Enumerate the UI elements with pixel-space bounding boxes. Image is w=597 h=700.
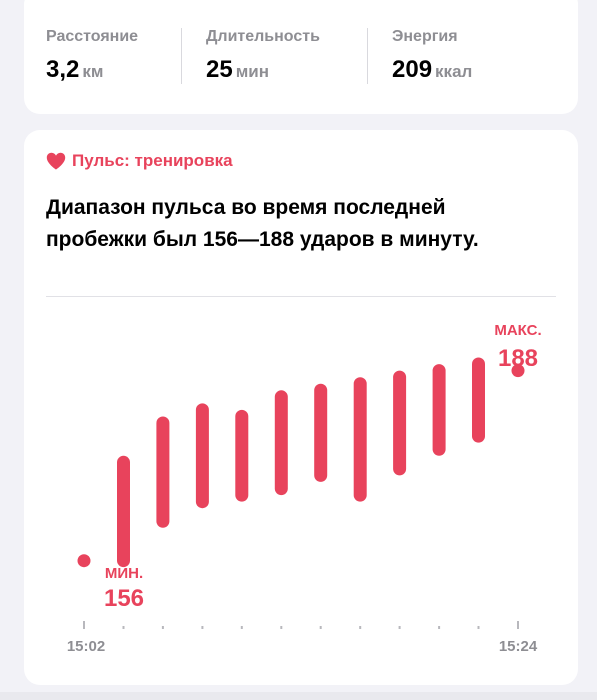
heart-rate-bar [77, 554, 91, 568]
stat-divider [367, 28, 368, 84]
stat-distance-label: Расстояние [46, 28, 139, 45]
stat-duration-number: 25 [206, 56, 233, 83]
x-axis-tick [517, 621, 519, 629]
stat-energy-number: 209 [392, 56, 433, 83]
stat-duration-value: 25 мин [206, 56, 320, 84]
min-value: 156 [104, 585, 144, 612]
heart-rate-card[interactable]: Пульс: тренировка Диапазон пульса во вре… [24, 130, 578, 685]
heart-rate-bar [274, 390, 288, 496]
x-axis-start-label: 15:02 [67, 638, 105, 655]
stat-distance-value: 3,2 км [46, 56, 138, 84]
heart-rate-bar [472, 357, 485, 443]
x-axis-tick [398, 626, 401, 629]
stat-energy-value: 209 ккал [392, 56, 472, 84]
stat-duration-label: Длительность [206, 28, 320, 45]
stat-divider [181, 28, 182, 84]
next-card-edge [0, 692, 597, 700]
x-axis-tick [280, 626, 283, 629]
heart-rate-bar [432, 364, 446, 456]
min-label: МИН. [105, 565, 143, 582]
x-axis-tick [477, 626, 480, 629]
x-axis-tick [83, 621, 85, 629]
x-axis-tick [240, 626, 243, 629]
stat-distance-number: 3,2 [46, 56, 80, 83]
heart-rate-bar [314, 383, 328, 482]
workout-summary-card: Расстояние 3,2 км Длительность 25 мин Энер… [24, 0, 578, 114]
heart-rate-bar [393, 370, 407, 476]
heart-rate-bar [156, 416, 170, 528]
stat-energy-unit: ккал [435, 62, 473, 81]
x-axis-tick [201, 626, 204, 629]
heart-rate-title: Пульс: тренировка [72, 151, 233, 170]
heart-icon [46, 152, 66, 170]
x-axis-end-label: 15:24 [499, 638, 538, 655]
heart-rate-bar [353, 377, 367, 502]
stat-duration-unit: мин [235, 62, 269, 81]
stat-duration: Длительность 25 мин [206, 28, 320, 84]
heart-rate-description: Диапазон пульса во время последней пробе… [46, 196, 479, 251]
stat-energy: Энергия 209 ккал [392, 28, 472, 84]
card-divider [46, 296, 556, 297]
heart-rate-bar [511, 364, 525, 378]
x-axis-tick [319, 626, 322, 629]
stat-energy-label: Энергия [392, 28, 458, 45]
x-axis-tick [122, 626, 125, 629]
heart-rate-bar [235, 409, 249, 502]
max-label: МАКС. [494, 322, 541, 339]
x-axis-tick [438, 626, 441, 629]
heart-rate-header: Пульс: тренировка [46, 151, 233, 171]
x-axis-tick [359, 626, 362, 629]
heart-rate-bar [117, 455, 130, 568]
stat-distance: Расстояние 3,2 км [46, 28, 138, 84]
stat-distance-unit: км [82, 62, 104, 81]
max-value: 188 [498, 345, 538, 372]
x-axis-tick [161, 626, 164, 629]
heart-rate-bar [195, 403, 209, 509]
